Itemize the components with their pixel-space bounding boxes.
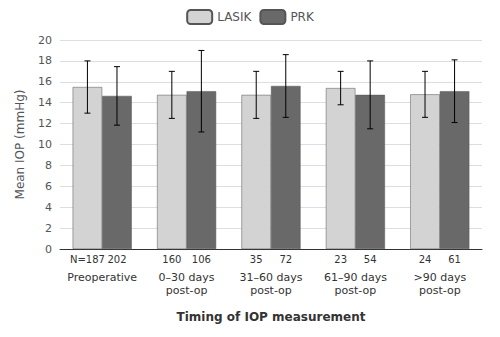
svg-text:post-op: post-op — [335, 284, 377, 297]
svg-text:Preoperative: Preoperative — [67, 271, 137, 284]
svg-text:LASIK: LASIK — [217, 10, 252, 24]
svg-text:14: 14 — [38, 96, 52, 109]
svg-text:12: 12 — [38, 117, 52, 130]
svg-text:160: 160 — [162, 254, 181, 265]
svg-text:2: 2 — [45, 222, 52, 235]
svg-text:0–30 days: 0–30 days — [159, 271, 215, 284]
svg-text:72: 72 — [279, 254, 292, 265]
svg-text:61–90 days: 61–90 days — [324, 271, 387, 284]
svg-text:18: 18 — [38, 54, 52, 67]
svg-text:23: 23 — [334, 254, 347, 265]
svg-text:31–60 days: 31–60 days — [240, 271, 303, 284]
svg-text:post-op: post-op — [250, 284, 292, 297]
svg-text:20: 20 — [38, 34, 52, 47]
svg-text:Timing of IOP measurement: Timing of IOP measurement — [177, 310, 366, 324]
svg-text:10: 10 — [38, 138, 52, 151]
svg-text:54: 54 — [364, 254, 377, 265]
svg-text:>90 days: >90 days — [413, 271, 466, 284]
svg-text:8: 8 — [45, 159, 52, 172]
svg-text:106: 106 — [192, 254, 211, 265]
svg-text:post-op: post-op — [419, 284, 461, 297]
svg-text:PRK: PRK — [290, 10, 315, 24]
svg-text:0: 0 — [45, 243, 52, 256]
svg-text:35: 35 — [250, 254, 263, 265]
svg-text:6: 6 — [45, 180, 52, 193]
svg-text:202: 202 — [107, 254, 126, 265]
svg-text:post-op: post-op — [166, 284, 208, 297]
svg-text:61: 61 — [448, 254, 461, 265]
svg-text:4: 4 — [45, 201, 52, 214]
svg-text:Mean IOP (mmHg): Mean IOP (mmHg) — [13, 90, 27, 200]
svg-text:N=187: N=187 — [70, 254, 105, 265]
svg-text:24: 24 — [419, 254, 432, 265]
svg-text:16: 16 — [38, 75, 52, 88]
